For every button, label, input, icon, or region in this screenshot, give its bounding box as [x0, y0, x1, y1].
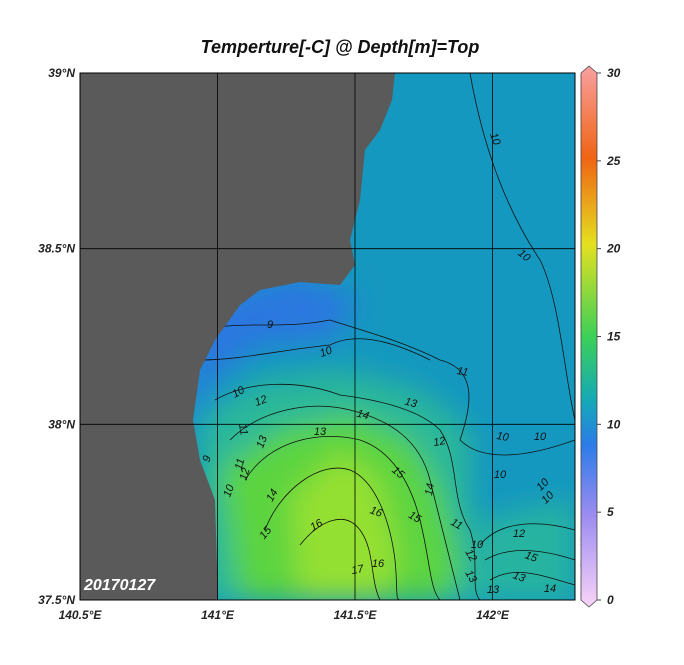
lat-tick-label: 39°N	[48, 66, 75, 80]
lon-tick-label: 140.5°E	[59, 608, 103, 622]
contour-label: 14	[264, 487, 281, 504]
lon-tick-label: 141.5°E	[334, 608, 378, 622]
contour-label: 11	[456, 365, 469, 379]
contour-label: 14	[544, 583, 556, 595]
colorbar-tick-label: 20	[606, 242, 621, 256]
graticule	[80, 73, 575, 600]
contour-label: 10	[494, 469, 507, 481]
map-title: Temperture[-C] @ Depth[m]=Top	[201, 37, 480, 57]
land	[80, 73, 395, 600]
colorbar-tick-label: 10	[607, 417, 621, 431]
contour-label: 17	[350, 563, 365, 577]
contour	[264, 467, 401, 600]
contour-label: 13	[511, 569, 527, 585]
colorbar-tick-label: 25	[606, 154, 621, 168]
colorbar-tick-label: 30	[607, 66, 621, 80]
contour	[244, 436, 441, 600]
axes: 140.5°E 141°E 141.5°E 142°E 37.5°N 38°N 38.5°N…	[38, 66, 621, 622]
contour-label: 10	[487, 131, 503, 147]
lat-tick-label: 37.5°N	[38, 593, 75, 607]
contour	[299, 519, 381, 600]
contour	[229, 405, 461, 600]
contour	[199, 338, 431, 361]
lon-tick-label: 142°E	[476, 608, 510, 622]
lon-tick-label: 141°E	[201, 608, 235, 622]
contour-label: 15	[523, 549, 539, 565]
contour-label: 14	[423, 482, 437, 496]
contour-label: 10	[471, 539, 484, 551]
contour-label: 10	[534, 431, 547, 443]
contour-label: 16	[372, 558, 385, 570]
lat-tick-label: 38°N	[48, 417, 75, 431]
contour-label: 11	[233, 457, 248, 471]
contour-label: 16	[368, 504, 384, 520]
warmest-water	[290, 450, 400, 600]
temperature-field	[190, 275, 575, 600]
contour-label: 13	[314, 426, 327, 438]
contour-label: 11	[449, 516, 465, 532]
colorbar-tick-label: 5	[607, 505, 614, 519]
cold-patch	[190, 275, 360, 440]
contour-label: 12	[238, 467, 253, 482]
colorbar-tick-label: 15	[607, 330, 621, 344]
contour-label: 10	[495, 430, 510, 444]
contour	[214, 383, 481, 600]
colorbar	[580, 65, 598, 608]
contour-label: 13	[403, 396, 419, 411]
contour	[469, 73, 575, 421]
contour-label: 14	[355, 408, 370, 423]
contour-label: 10	[221, 482, 237, 498]
colorbar-tick-label: 0	[607, 593, 614, 607]
contour-label: 13	[487, 584, 500, 596]
contour-label: 9	[200, 454, 213, 464]
contour-label: 9	[267, 319, 273, 331]
contour-label: 11	[236, 423, 250, 436]
contour-label: 13	[254, 433, 270, 449]
contour-label: 12	[462, 547, 479, 564]
contour-label: 10	[318, 344, 334, 360]
contour-label: 12	[432, 435, 446, 449]
lat-tick-label: 38.5°N	[38, 242, 75, 256]
contour	[204, 319, 575, 456]
contour-label: 12	[253, 393, 269, 408]
map-frame	[79, 72, 576, 601]
contour-label: 12	[513, 528, 525, 540]
date-label: 20170127	[83, 577, 156, 594]
